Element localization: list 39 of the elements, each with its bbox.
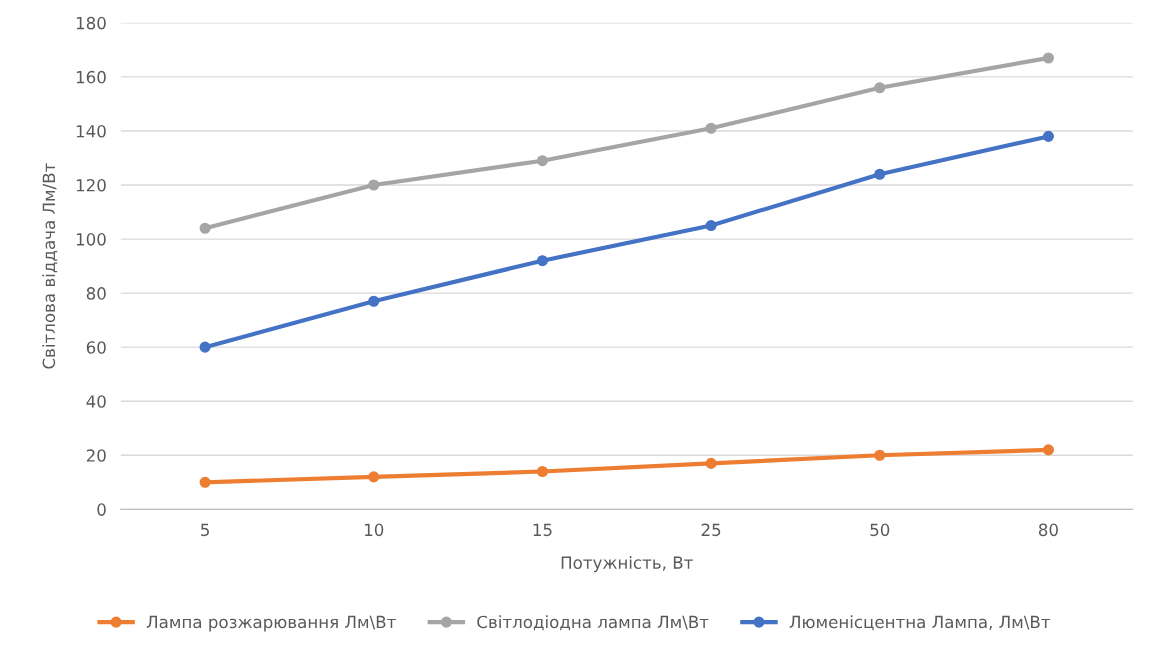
y-tick-label: 0 <box>97 503 106 516</box>
y-axis-title: Світлова віддача Лм/Вт <box>42 163 58 369</box>
point <box>368 471 380 483</box>
point <box>536 155 548 167</box>
x-tick-label: 15 <box>533 523 552 537</box>
point <box>1042 52 1054 64</box>
y-tick-label: 120 <box>76 178 106 192</box>
x-tick-label: 10 <box>364 523 384 537</box>
point <box>1042 444 1054 456</box>
x-tick-label: 25 <box>701 523 721 537</box>
point <box>199 222 211 234</box>
legend-label: Лампа розжарювання Лм\Вт <box>146 615 396 632</box>
y-tick-label: 180 <box>76 16 106 30</box>
point <box>874 168 886 180</box>
point <box>368 179 380 191</box>
y-tick-label: 100 <box>76 233 106 246</box>
point <box>1042 130 1054 142</box>
point <box>874 449 886 461</box>
point <box>874 82 886 94</box>
y-tick-label: 20 <box>86 449 106 462</box>
y-tick-label: 160 <box>76 70 106 84</box>
legend-label: Світлодіодна лампа Лм\Вт <box>477 615 709 631</box>
point <box>705 457 717 469</box>
y-tick-label: 140 <box>76 124 106 138</box>
point <box>705 122 717 134</box>
y-tick-label: 80 <box>86 287 106 300</box>
x-axis-title: Потужність, Вт <box>561 556 693 573</box>
x-tick-label: 5 <box>201 523 209 537</box>
point <box>199 476 211 488</box>
y-tick-label: 60 <box>86 341 106 354</box>
x-tick-label: 80 <box>1038 523 1058 537</box>
legend-label: Люменісцентна Лампа, Лм\Вт <box>789 615 1051 631</box>
point <box>536 465 548 478</box>
point <box>368 295 380 307</box>
point <box>199 341 211 353</box>
x-tick-label: 50 <box>870 523 890 537</box>
y-tick-label: 40 <box>86 395 106 408</box>
point <box>705 220 717 232</box>
point <box>536 255 548 267</box>
